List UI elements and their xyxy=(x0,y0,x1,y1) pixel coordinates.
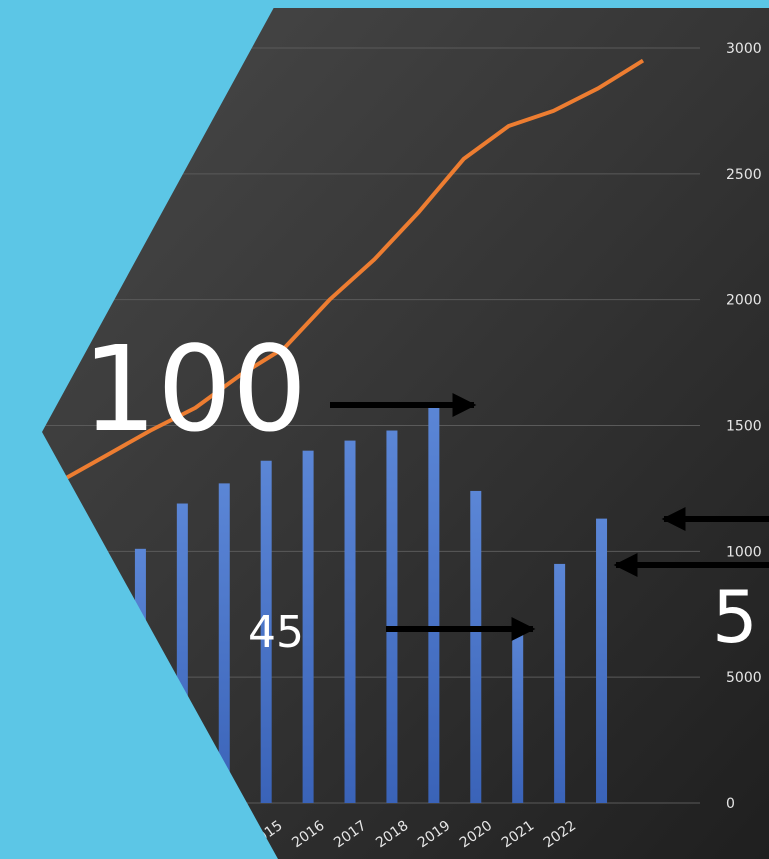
bar xyxy=(176,503,188,803)
y-tick-label: 1000 xyxy=(726,544,762,560)
annotation-big-label: 100 xyxy=(82,320,307,458)
bar xyxy=(596,518,608,803)
line-series xyxy=(60,58,645,483)
line-series-path xyxy=(60,58,645,483)
bar xyxy=(386,430,398,803)
bar xyxy=(344,440,356,803)
y-tick-label: 2000 xyxy=(726,293,762,309)
bar xyxy=(470,490,482,803)
bar xyxy=(260,460,272,803)
y-tick-label: 1500 xyxy=(726,419,762,435)
bar xyxy=(554,563,566,803)
y-tick-label: 2500 xyxy=(726,167,762,183)
annotation-mid-label: 45 xyxy=(248,607,304,658)
y-tick-label: 0 xyxy=(726,796,735,812)
y-tick-label: 3000 xyxy=(726,41,762,57)
hexagon-overlay xyxy=(0,0,278,859)
bar xyxy=(512,624,524,803)
annotation-right-label: 5 xyxy=(712,575,758,659)
bar xyxy=(428,402,440,803)
y-axis-ticks: 0 5000 1000 1500 2000 2500 3000 xyxy=(726,41,762,812)
bar xyxy=(302,450,314,803)
y-tick-label: 5000 xyxy=(726,670,762,686)
bar xyxy=(218,483,230,803)
